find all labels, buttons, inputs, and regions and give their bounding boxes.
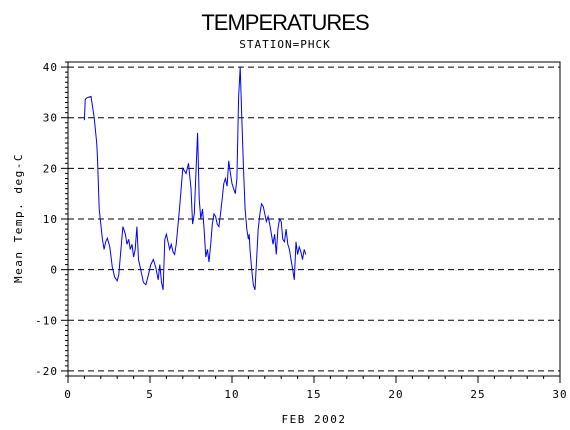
x-axis-label: FEB 2002	[282, 413, 347, 426]
y-tick-label: -20	[35, 365, 58, 378]
y-axis-label: Mean Temp. deg-C	[12, 153, 25, 283]
x-tick-label: 25	[470, 388, 485, 401]
x-tick-label: 0	[64, 388, 72, 401]
x-tick-label: 15	[306, 388, 321, 401]
y-tick-label: 10	[43, 213, 58, 226]
y-tick-label: 30	[43, 112, 58, 125]
x-tick-label: 20	[388, 388, 403, 401]
chart-subtitle: STATION=PHCK	[239, 38, 330, 51]
x-tick-label: 10	[224, 388, 239, 401]
x-tick-label: 30	[552, 388, 567, 401]
x-axis: 0 5 10 15 20 25 30	[64, 376, 567, 401]
y-tick-label: 40	[43, 61, 58, 74]
chart-title: TEMPERATURES	[201, 10, 369, 35]
y-tick-label: 0	[50, 264, 58, 277]
y-axis: -20 -10 0 10 20 30 40	[35, 61, 68, 378]
y-tick-label: 20	[43, 162, 58, 175]
grid-lines	[68, 66, 560, 372]
y-tick-label: -10	[35, 314, 58, 327]
x-tick-label: 5	[146, 388, 154, 401]
series-line-mean-temp	[83, 67, 307, 291]
